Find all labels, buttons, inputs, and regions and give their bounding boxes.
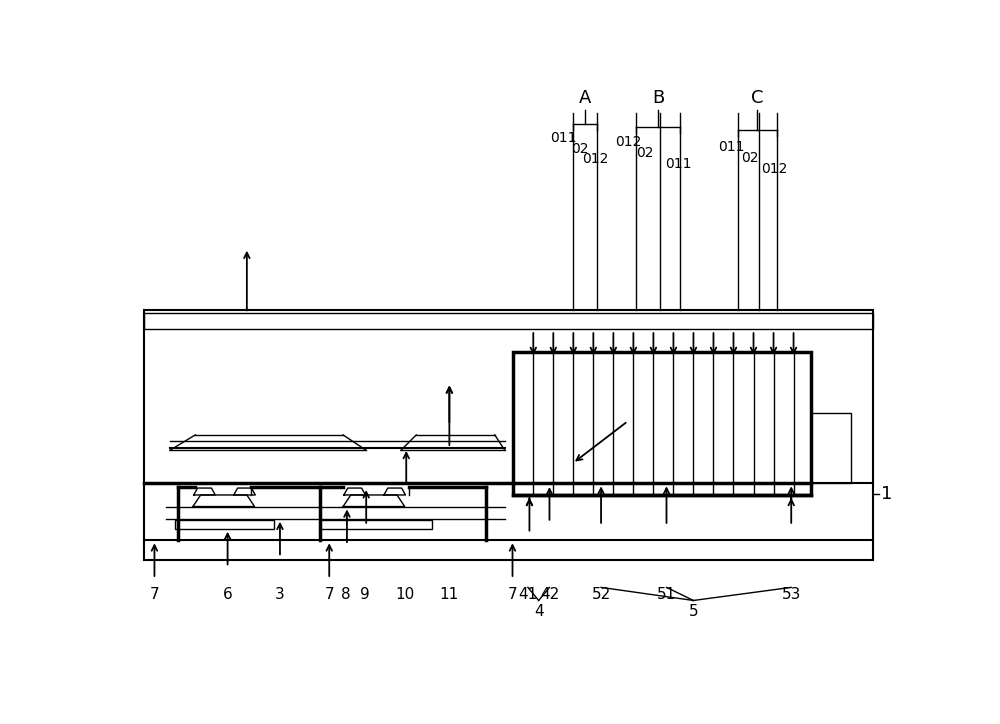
Text: 52: 52 <box>591 586 611 602</box>
Text: 42: 42 <box>540 586 559 602</box>
Text: 02: 02 <box>571 142 588 156</box>
Text: B: B <box>652 89 664 107</box>
Text: 51: 51 <box>657 586 676 602</box>
Text: 6: 6 <box>223 586 232 602</box>
Bar <box>811 413 851 484</box>
Bar <box>320 520 432 529</box>
Text: 1: 1 <box>881 485 892 503</box>
Text: 011: 011 <box>718 140 744 154</box>
Text: 41: 41 <box>518 586 538 602</box>
Text: 5: 5 <box>689 605 698 619</box>
Text: 3: 3 <box>275 586 285 602</box>
Text: 4: 4 <box>534 605 543 619</box>
Bar <box>512 352 811 495</box>
Text: 8: 8 <box>341 586 350 602</box>
Text: 011: 011 <box>666 157 692 171</box>
Text: 012: 012 <box>761 161 787 175</box>
Text: 011: 011 <box>550 131 577 145</box>
Text: 7: 7 <box>508 586 517 602</box>
Text: 02: 02 <box>636 146 654 160</box>
Text: 012: 012 <box>616 135 642 149</box>
Text: A: A <box>579 89 591 107</box>
Bar <box>144 313 873 329</box>
Text: C: C <box>751 89 764 107</box>
Text: 02: 02 <box>741 151 758 165</box>
Text: 9: 9 <box>360 586 370 602</box>
Text: 10: 10 <box>395 586 414 602</box>
Text: 11: 11 <box>440 586 459 602</box>
Bar <box>175 520 274 529</box>
Text: 012: 012 <box>582 152 609 167</box>
Text: 53: 53 <box>782 586 801 602</box>
Text: 7: 7 <box>150 586 159 602</box>
Bar <box>144 310 873 560</box>
Text: 7: 7 <box>324 586 334 602</box>
